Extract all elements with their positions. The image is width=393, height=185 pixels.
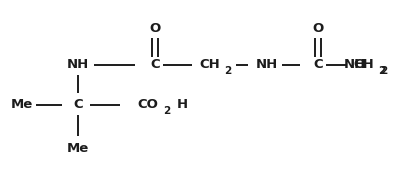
- Text: C: C: [313, 58, 323, 71]
- Text: O: O: [312, 21, 323, 34]
- Text: 2: 2: [380, 66, 387, 76]
- Text: O: O: [149, 21, 161, 34]
- Text: NH: NH: [67, 58, 89, 71]
- Text: Me: Me: [11, 98, 33, 112]
- Text: NH: NH: [344, 58, 366, 71]
- Text: CO: CO: [138, 98, 158, 112]
- Text: C: C: [150, 58, 160, 71]
- Text: C: C: [73, 98, 83, 112]
- Text: 2: 2: [378, 66, 386, 76]
- Text: CH: CH: [200, 58, 220, 71]
- Text: H: H: [176, 98, 187, 112]
- Text: Me: Me: [67, 142, 89, 154]
- Text: 2: 2: [224, 66, 231, 76]
- Text: 2: 2: [163, 106, 171, 116]
- Text: CH: CH: [354, 58, 375, 71]
- Text: NH: NH: [256, 58, 278, 71]
